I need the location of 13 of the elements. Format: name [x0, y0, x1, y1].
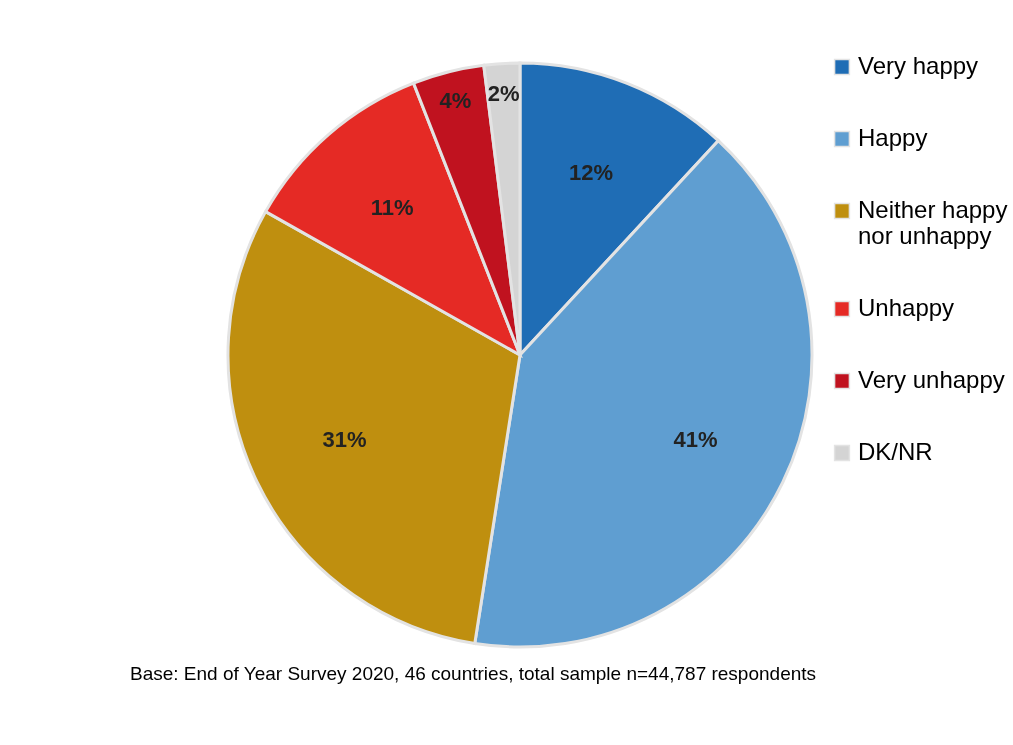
text: Base: End of Year Survey 2020, 46 countries, total sample n=44,787 respondents	[130, 663, 817, 684]
data-label: 41%	[673, 427, 718, 452]
legend-label: Unhappy	[858, 294, 955, 321]
data-label: 4%	[439, 88, 472, 114]
legend-label: DK/NR	[858, 438, 933, 465]
legend-label: Very happy	[858, 52, 979, 79]
legend-label: Neither happy nor unhappy	[858, 196, 1008, 249]
legend-label: Happy	[858, 124, 928, 151]
data-label: 11%	[370, 194, 414, 220]
data-label: 31%	[322, 427, 367, 452]
legend-label: Very unhappy	[858, 366, 1005, 393]
data-label: 2%	[487, 80, 520, 106]
data-label: 12%	[569, 160, 614, 186]
